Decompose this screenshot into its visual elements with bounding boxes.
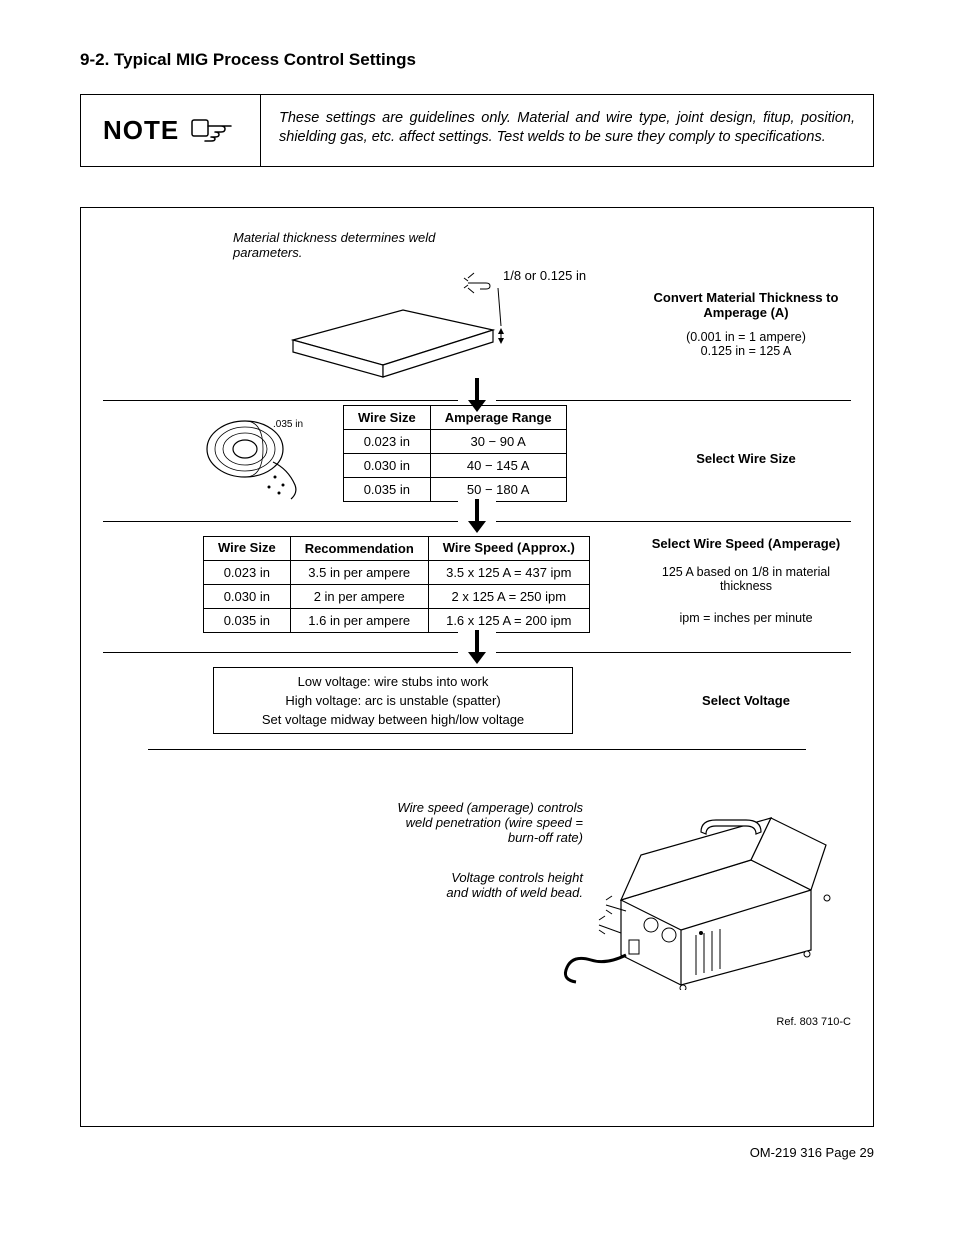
step3-right-title: Select Wire Speed (Amperage) — [641, 536, 851, 551]
cell: 3.5 in per ampere — [290, 561, 428, 585]
step1-right-line2: 0.125 in = 125 A — [641, 344, 851, 358]
th: Recommendation — [290, 537, 428, 561]
th-amp-range: Amperage Range — [430, 406, 566, 430]
note-text: These settings are guidelines only. Mate… — [261, 95, 873, 161]
step4-right-title: Select Voltage — [641, 693, 851, 708]
cell: 1.6 in per ampere — [290, 609, 428, 633]
page-number: OM-219 316 Page 29 — [80, 1145, 874, 1160]
spool-label: .035 in — [273, 419, 303, 430]
section-heading: 9-2. Typical MIG Process Control Setting… — [80, 50, 874, 70]
cell: 2 x 125 A = 250 ipm — [428, 585, 589, 609]
cell: 30 − 90 A — [430, 430, 566, 454]
cell: 40 − 145 A — [430, 454, 566, 478]
cell: 0.023 in — [344, 430, 431, 454]
step1-caption: Material thickness determines weld param… — [233, 230, 443, 260]
cell: 50 − 180 A — [430, 478, 566, 502]
note-hand-icon — [191, 113, 235, 148]
wire-size-table: Wire SizeAmperage Range 0.023 in30 − 90 … — [343, 405, 567, 502]
cell: 0.035 in — [344, 478, 431, 502]
th: Wire Speed (Approx.) — [428, 537, 589, 561]
step1-right-title: Convert Material Thickness to Amperage (… — [641, 290, 851, 320]
cell: 0.030 in — [204, 585, 291, 609]
step3-right-line1: 125 A based on 1/8 in material thickness — [641, 565, 851, 593]
note-box: NOTE These settings are guidelines only.… — [80, 94, 874, 167]
figure-ref: Ref. 803 710-C — [103, 1016, 851, 1028]
wire-speed-table: Wire Size Recommendation Wire Speed (App… — [203, 536, 590, 633]
th-wire-size: Wire Size — [344, 406, 431, 430]
cell: 1.6 x 125 A = 200 ipm — [428, 609, 589, 633]
cell: 3.5 x 125 A = 437 ipm — [428, 561, 589, 585]
step1-dim-label: 1/8 or 0.125 in — [503, 268, 586, 283]
step1-right-line1: (0.001 in = 1 ampere) — [641, 330, 851, 344]
cell: 2 in per ampere — [290, 585, 428, 609]
th: Wire Size — [204, 537, 291, 561]
step3-right-line2: ipm = inches per minute — [641, 611, 851, 625]
main-diagram-box: Material thickness determines weld param… — [80, 207, 874, 1127]
step2-right-title: Select Wire Size — [641, 451, 851, 466]
note-label: NOTE — [103, 115, 179, 146]
welding-machine-icon — [551, 750, 841, 995]
step4-line1: Low voltage: wire stubs into work — [222, 674, 564, 689]
cell: 0.030 in — [344, 454, 431, 478]
cell: 0.035 in — [204, 609, 291, 633]
cell: 0.023 in — [204, 561, 291, 585]
step4-line3: Set voltage midway between high/low volt… — [222, 712, 564, 727]
step4-line2: High voltage: arc is unstable (spatter) — [222, 693, 564, 708]
